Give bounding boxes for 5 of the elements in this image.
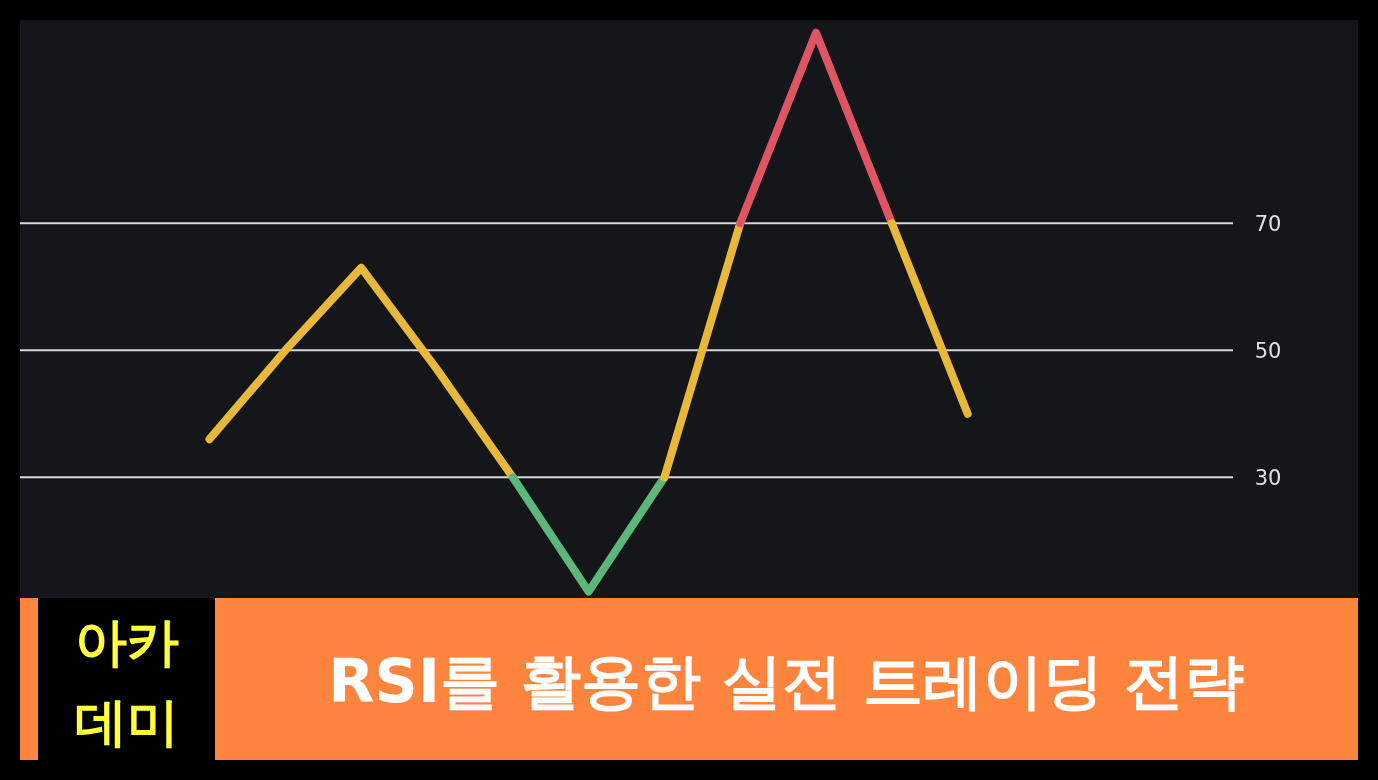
text: 아카 데미 <box>75 612 179 752</box>
y-tick-label: 70 <box>1254 212 1282 237</box>
y-tick-label: 50 <box>1254 339 1282 364</box>
y-tick-label: 30 <box>1254 466 1282 491</box>
text: RSI를 활용한 실전 트레이딩 전략 <box>328 646 1244 716</box>
